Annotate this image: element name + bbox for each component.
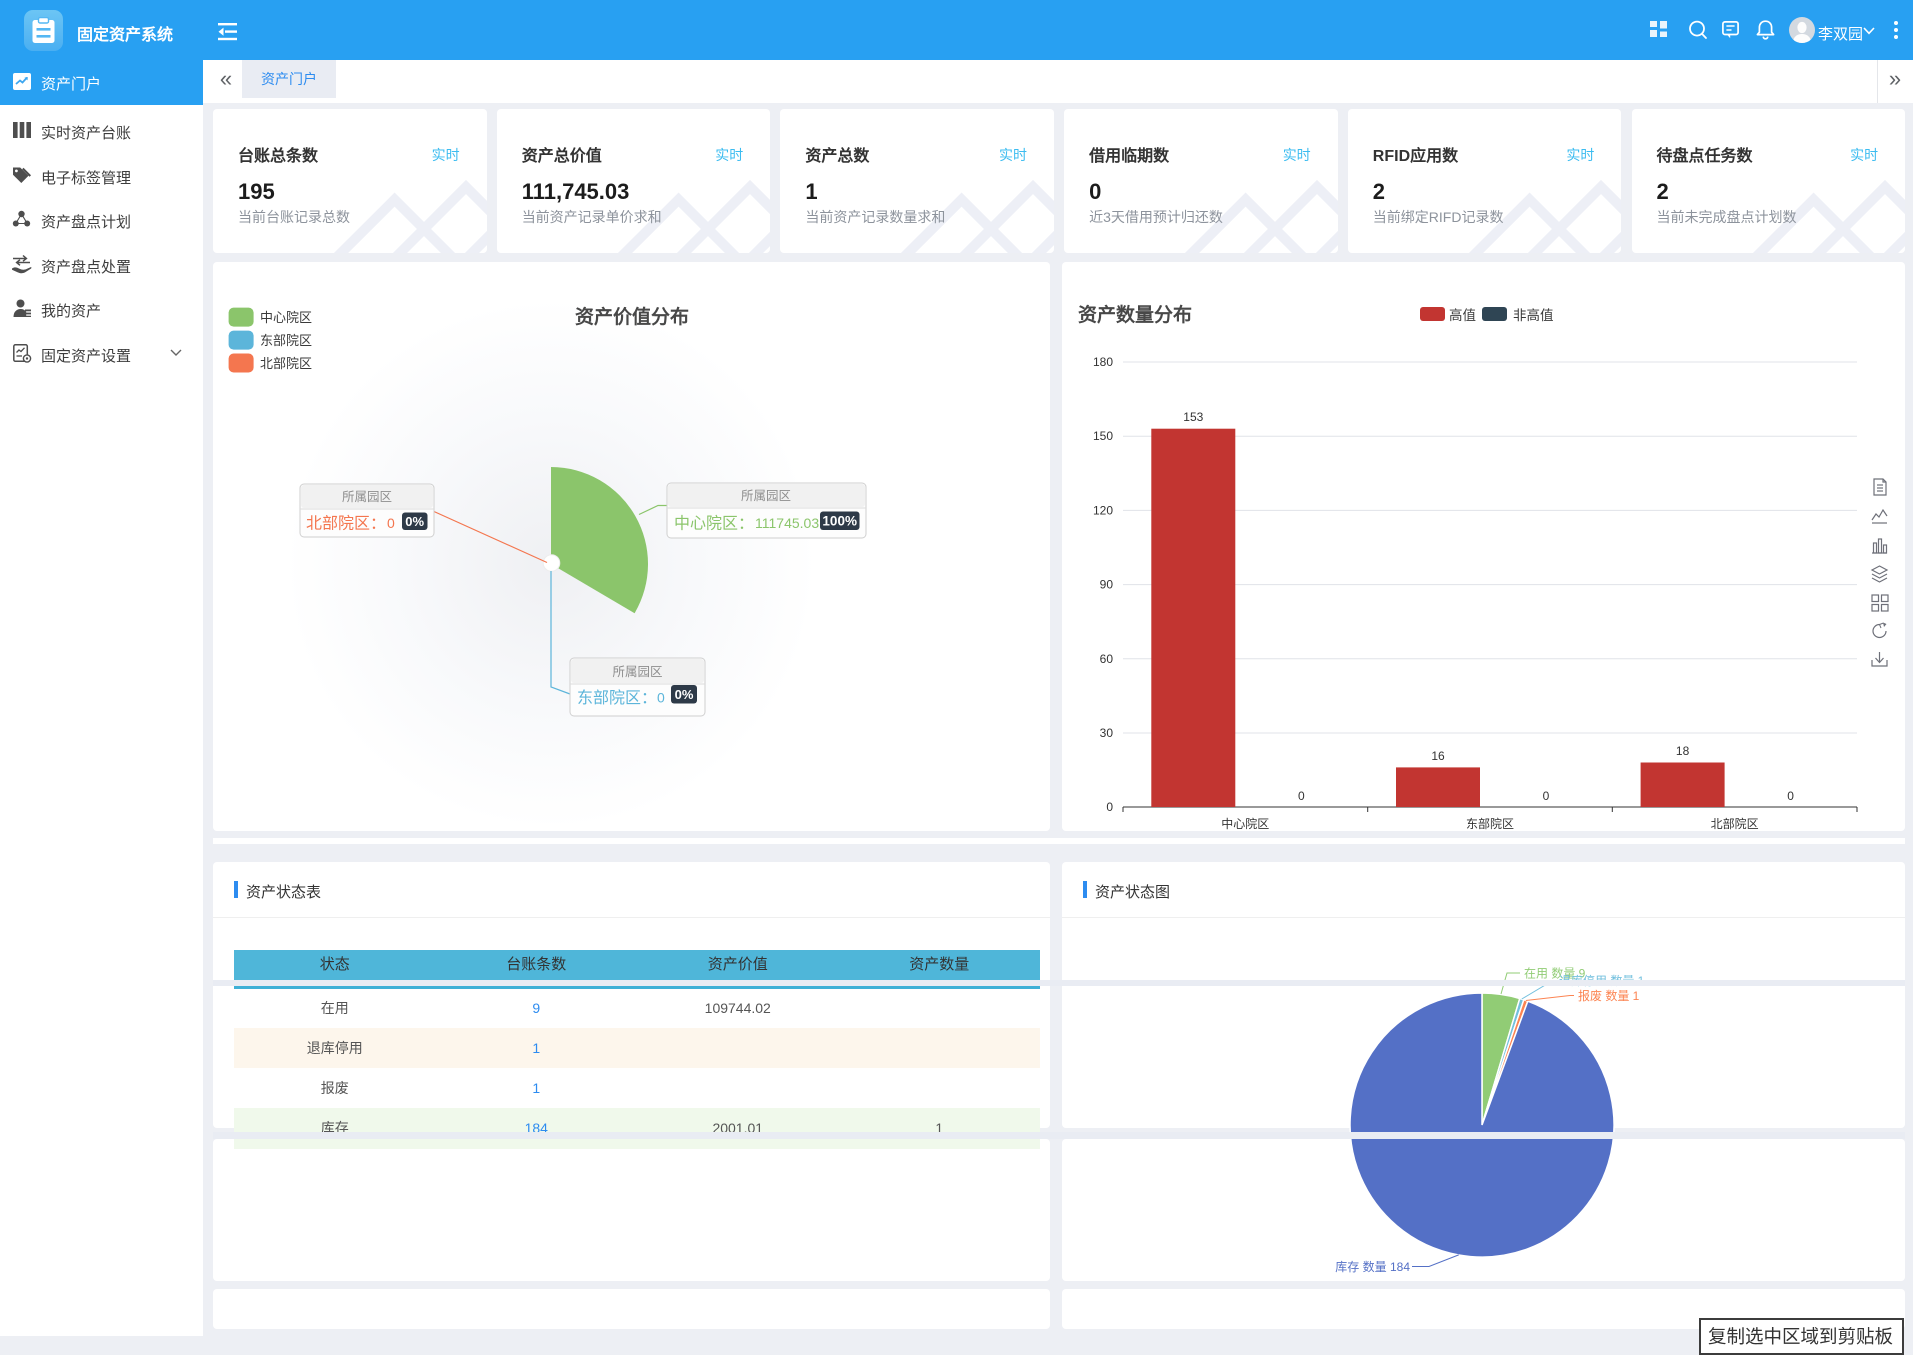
svg-text:16: 16 <box>1431 749 1445 763</box>
svg-text:0: 0 <box>1543 789 1550 803</box>
svg-text:150: 150 <box>1093 429 1113 443</box>
svg-text:0%: 0% <box>405 514 424 529</box>
svg-text:北部院区: 北部院区 <box>260 356 312 371</box>
svg-text:0%: 0% <box>675 687 694 702</box>
svg-text:东部院区：: 东部院区： <box>577 689 657 707</box>
svg-text:报废 数量 1: 报废 数量 1 <box>1578 988 1640 1003</box>
svg-text:180: 180 <box>1093 355 1113 369</box>
svg-text:在用 数量 9: 在用 数量 9 <box>1524 966 1586 981</box>
svg-text:0: 0 <box>387 515 395 531</box>
svg-text:中心院区: 中心院区 <box>260 310 312 325</box>
svg-text:18: 18 <box>1676 744 1690 758</box>
svg-text:120: 120 <box>1093 503 1113 517</box>
svg-text:北部院区：: 北部院区： <box>306 515 386 533</box>
svg-text:153: 153 <box>1183 410 1203 424</box>
svg-text:所属园区: 所属园区 <box>741 489 791 503</box>
svg-text:中心院区: 中心院区 <box>1221 816 1269 831</box>
svg-text:资产价值分布: 资产价值分布 <box>575 305 689 328</box>
svg-text:库存 数量 184: 库存 数量 184 <box>1335 1259 1410 1274</box>
svg-text:0: 0 <box>1106 800 1113 814</box>
svg-text:东部院区: 东部院区 <box>260 333 312 348</box>
svg-text:高值: 高值 <box>1449 307 1476 323</box>
svg-text:所属园区: 所属园区 <box>612 665 662 679</box>
svg-text:111745.03: 111745.03 <box>755 515 819 531</box>
svg-text:0: 0 <box>1787 789 1794 803</box>
svg-text:东部院区: 东部院区 <box>1466 816 1514 831</box>
svg-text:0: 0 <box>1298 789 1305 803</box>
svg-text:60: 60 <box>1100 652 1114 666</box>
svg-text:90: 90 <box>1100 578 1114 592</box>
svg-text:非高值: 非高值 <box>1513 307 1554 323</box>
svg-text:30: 30 <box>1100 726 1114 740</box>
svg-text:所属园区: 所属园区 <box>342 490 392 504</box>
svg-text:资产数量分布: 资产数量分布 <box>1078 303 1192 326</box>
svg-text:0: 0 <box>657 690 665 706</box>
svg-text:北部院区: 北部院区 <box>1711 816 1759 831</box>
svg-text:中心院区：: 中心院区： <box>674 515 754 533</box>
svg-text:100%: 100% <box>822 514 857 529</box>
